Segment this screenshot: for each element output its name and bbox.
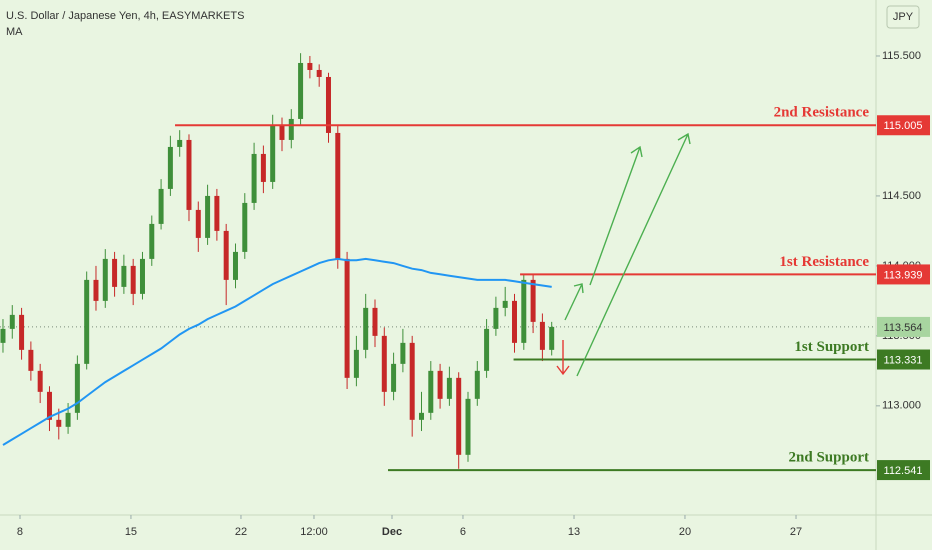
candle-body: [0, 328, 6, 343]
y-tick-label: 113.000: [882, 400, 921, 412]
currency-label[interactable]: JPY: [893, 11, 914, 23]
x-tick-label: 13: [568, 526, 580, 538]
candle-body: [418, 412, 424, 420]
candle-body: [19, 314, 25, 350]
x-tick-label: Dec: [382, 526, 402, 538]
x-tick-label: 20: [679, 526, 691, 538]
level-price-box: [877, 264, 930, 285]
level-label: 1st Support: [794, 339, 869, 355]
x-tick-label: 6: [460, 526, 466, 538]
level-label: 2nd Resistance: [774, 105, 870, 121]
candle-body: [409, 342, 415, 420]
level-price-box: [877, 460, 930, 481]
candle-body: [139, 258, 145, 294]
candle-body: [93, 279, 99, 301]
candle-body: [279, 125, 285, 140]
candle-body: [186, 139, 192, 210]
candle-body: [484, 328, 490, 371]
candle-body: [121, 265, 127, 287]
candle-body: [130, 265, 136, 294]
candle-body: [446, 377, 452, 399]
level-price: 113.331: [884, 354, 923, 366]
candle-body: [46, 391, 52, 420]
last-price-box: [877, 316, 930, 337]
candle-body: [381, 335, 387, 392]
candle-body: [288, 118, 294, 140]
x-tick-label: 12:00: [300, 526, 328, 538]
candle-body: [549, 326, 555, 350]
candle-body: [149, 223, 155, 259]
x-tick-label: 15: [125, 526, 137, 538]
candle-body: [177, 139, 183, 147]
candle-body: [353, 349, 359, 378]
candle-body: [344, 258, 350, 378]
candle-body: [493, 307, 499, 329]
candle-body: [242, 202, 248, 252]
candle-body: [335, 132, 341, 259]
candle-body: [316, 69, 322, 77]
candle-body: [307, 62, 313, 70]
last-price: 113.564: [884, 322, 923, 334]
candle-body: [502, 300, 508, 308]
candle-body: [65, 412, 71, 427]
candle-body: [223, 230, 229, 280]
candle-body: [9, 314, 15, 329]
arrow: [564, 283, 584, 321]
candle-body: [465, 398, 471, 455]
level-price: 113.939: [884, 269, 923, 281]
candle-body: [270, 125, 276, 182]
candle-body: [28, 349, 34, 371]
candle-body: [195, 209, 201, 238]
candle-body: [56, 419, 62, 427]
candle-body: [391, 363, 397, 392]
candle-body: [112, 258, 118, 287]
candle-body: [167, 146, 173, 189]
candle-body: [363, 307, 369, 350]
level-price-box: [877, 115, 930, 136]
chart-title: U.S. Dollar / Japanese Yen, 4h, EASYMARK…: [6, 10, 244, 22]
y-tick-label: 115.500: [882, 50, 921, 62]
candle-body: [251, 153, 257, 203]
candle-body: [539, 321, 545, 350]
currency-button[interactable]: [886, 5, 920, 29]
candle-body: [325, 76, 331, 133]
candle-body: [530, 279, 536, 322]
level-label: 2nd Support: [789, 450, 869, 466]
candle-body: [521, 279, 527, 343]
x-tick-label: 22: [235, 526, 247, 538]
y-tick-label: 114.500: [882, 190, 921, 202]
candle-body: [205, 195, 211, 238]
candle-body: [428, 370, 434, 413]
candle-body: [437, 370, 443, 399]
candle-body: [400, 342, 406, 364]
candle-body: [158, 188, 164, 224]
candle-body: [74, 363, 80, 413]
arrow: [576, 132, 691, 377]
candle-body: [298, 62, 304, 119]
arrows: [556, 132, 691, 377]
moving-average: [2, 257, 552, 446]
candle-body: [102, 258, 108, 301]
arrow: [589, 145, 643, 286]
candle-body: [474, 370, 480, 399]
candle-body: [37, 370, 43, 392]
candle-body: [84, 279, 90, 364]
candle-body: [456, 377, 462, 455]
arrow: [556, 340, 570, 376]
candle-body: [511, 300, 517, 343]
candle-body: [372, 307, 378, 336]
level-price: 112.541: [884, 465, 923, 477]
candle-body: [214, 195, 220, 231]
x-tick-label: 8: [17, 526, 23, 538]
x-tick-label: 27: [790, 526, 802, 538]
candle-body: [232, 251, 238, 280]
level-price: 115.005: [884, 120, 923, 132]
level-label: 1st Resistance: [779, 254, 869, 270]
level-price-box: [877, 349, 930, 370]
candle-body: [260, 153, 266, 182]
plot: 113.000113.500114.000114.500115.50081522…: [0, 50, 930, 538]
indicator-label: MA: [6, 26, 23, 38]
